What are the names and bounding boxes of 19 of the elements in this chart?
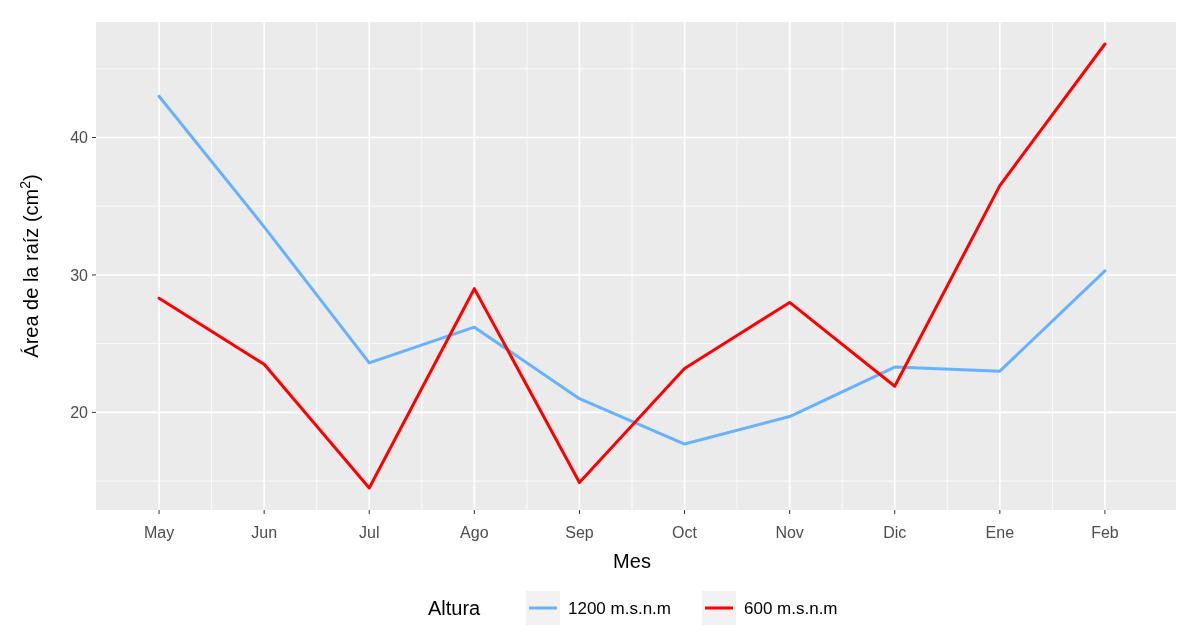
x-tick-label: Ago: [460, 524, 489, 541]
y-tick-label: 20: [70, 404, 89, 421]
x-tick-label: May: [143, 524, 175, 541]
x-tick-label: Jun: [251, 524, 278, 541]
x-tick-label: Sep: [565, 524, 594, 541]
legend-title: Altura: [428, 597, 482, 619]
line-series: [157, 94, 1107, 446]
y-tick-label: 30: [70, 266, 89, 284]
legend-label: 600 m.s.n.m: [744, 599, 838, 618]
x-tick-label: Nov: [775, 524, 804, 541]
x-tick-label: Jul: [359, 524, 380, 541]
line-series: [157, 42, 1107, 490]
x-axis-title: Mes: [613, 550, 651, 572]
y-tick-label: 40: [70, 129, 89, 147]
legend-label: 1200 m.s.n.m: [568, 599, 671, 618]
x-tick-label: Dic: [883, 524, 907, 541]
x-tick-label: Feb: [1091, 524, 1119, 541]
x-tick-label: Oct: [672, 524, 698, 541]
x-tick-label: Ene: [985, 524, 1015, 541]
